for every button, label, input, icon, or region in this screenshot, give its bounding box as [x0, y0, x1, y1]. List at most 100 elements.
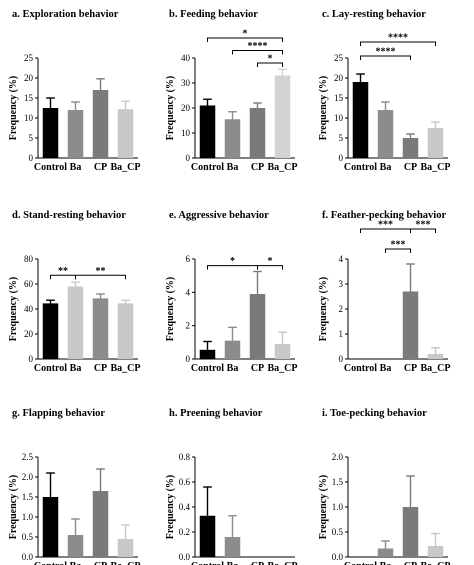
y-tick-label: 1.5: [22, 492, 34, 502]
chart-panel: f. Feather-pecking behavior Frequency (%)…: [318, 210, 451, 374]
y-axis-label: Frequency (%): [165, 475, 176, 540]
y-tick-label: 1.0: [332, 502, 344, 512]
significance-bracket: [232, 50, 283, 55]
y-tick-label: 0.8: [179, 452, 191, 462]
y-axis-label: Frequency (%): [318, 475, 329, 540]
significance-bracket: [360, 55, 411, 60]
y-tick-label: 2: [186, 321, 191, 331]
y-axis-label: Frequency (%): [318, 277, 329, 342]
category-label: Ba_CP: [421, 561, 451, 565]
y-tick-label: 10: [181, 128, 191, 138]
chart-title: c. Lay-resting behavior: [322, 9, 426, 20]
y-tick-label: 10: [24, 113, 34, 123]
y-tick-label: 15: [24, 93, 34, 103]
category-label: CP: [251, 162, 264, 173]
category-label: Ba: [70, 162, 82, 173]
chart-panel: h. Preening behavior Frequency (%) 0.0 0.2 0…: [165, 408, 298, 565]
bar: [42, 303, 59, 359]
bar: [224, 119, 241, 158]
chart-panel: i. Toe-pecking behavior Frequency (%) 0.0 0…: [318, 408, 451, 565]
chart-title: f. Feather-pecking behavior: [322, 210, 446, 221]
bar: [199, 515, 216, 557]
y-tick-label: 0.0: [179, 552, 191, 562]
category-label: Ba: [70, 561, 82, 565]
bar: [249, 294, 266, 359]
bar: [199, 349, 216, 359]
y-axis-label: Frequency (%): [165, 76, 176, 141]
category-label: Control: [34, 363, 67, 374]
bar: [117, 539, 134, 557]
category-label: Control: [34, 162, 67, 173]
chart-title: a. Exploration behavior: [12, 9, 119, 20]
category-label: CP: [94, 363, 107, 374]
y-tick-label: 2.5: [22, 452, 34, 462]
chart-title: h. Preening behavior: [169, 408, 263, 419]
y-axis-label: Frequency (%): [165, 277, 176, 342]
chart-title: i. Toe-pecking behavior: [322, 408, 427, 419]
bar: [274, 75, 291, 158]
category-label: CP: [404, 162, 417, 173]
chart-panel: e. Aggressive behavior Frequency (%) 0 2 4 6 C…: [165, 210, 298, 374]
bar: [427, 546, 444, 557]
category-label: Ba_CP: [268, 561, 298, 565]
bar: [92, 491, 109, 557]
y-axis-label: Frequency (%): [8, 76, 19, 141]
bar: [274, 344, 291, 359]
bar: [42, 108, 59, 158]
bar: [92, 90, 109, 158]
y-tick-label: 40: [24, 304, 34, 314]
significance-bracket: [75, 274, 126, 280]
y-tick-label: 1.5: [332, 477, 344, 487]
y-tick-label: 2.0: [22, 472, 34, 482]
y-tick-label: 40: [181, 53, 191, 63]
category-label: Control: [344, 561, 377, 565]
chart-panel: g. Flapping behavior Frequency (%) 0.0 0.5 1…: [8, 408, 141, 565]
y-tick-label: 5: [29, 133, 34, 143]
chart-title: d. Stand-resting behavior: [12, 210, 126, 221]
y-axis-label: Frequency (%): [8, 475, 19, 540]
category-label: Control: [191, 561, 224, 565]
significance-label: ****: [248, 41, 268, 52]
bar: [117, 109, 134, 158]
category-label: Control: [191, 162, 224, 173]
y-tick-label: 25: [334, 53, 344, 63]
category-label: Control: [191, 363, 224, 374]
chart-title: e. Aggressive behavior: [169, 210, 269, 221]
y-axis-label: Frequency (%): [8, 277, 19, 342]
significance-label: *: [230, 256, 235, 267]
category-label: Ba_CP: [421, 363, 451, 374]
category-label: Control: [344, 363, 377, 374]
y-tick-label: 0.0: [22, 552, 34, 562]
y-tick-label: 25: [24, 53, 34, 63]
significance-bracket: [257, 62, 283, 67]
y-tick-label: 0: [339, 153, 344, 163]
category-label: Ba: [380, 561, 392, 565]
significance-label: ****: [376, 47, 396, 58]
significance-label: *: [243, 29, 248, 40]
y-tick-label: 0.2: [179, 527, 190, 537]
y-tick-label: 2.0: [332, 452, 344, 462]
significance-label: *: [268, 54, 273, 65]
category-label: Ba_CP: [111, 363, 141, 374]
y-tick-label: 0.0: [332, 552, 344, 562]
y-tick-label: 30: [181, 78, 191, 88]
y-tick-label: 0: [339, 354, 344, 364]
chart-panel: a. Exploration behavior Frequency (%) 0 5 10…: [8, 9, 141, 173]
bar: [427, 354, 444, 359]
significance-label: ***: [416, 220, 431, 231]
chart-panel: b. Feeding behavior Frequency (%) 0 10 20 30 4…: [165, 9, 298, 173]
y-axis-label: Frequency (%): [318, 76, 329, 141]
bar: [249, 108, 266, 158]
bar: [199, 105, 216, 158]
category-label: CP: [404, 561, 417, 565]
bar: [377, 548, 394, 557]
bar: [224, 537, 241, 557]
category-label: Ba: [227, 363, 239, 374]
significance-label: **: [96, 266, 106, 277]
category-label: Control: [344, 162, 377, 173]
y-tick-label: 1: [339, 329, 344, 339]
category-label: Ba_CP: [268, 363, 298, 374]
bar: [402, 138, 419, 158]
bar: [427, 128, 444, 158]
